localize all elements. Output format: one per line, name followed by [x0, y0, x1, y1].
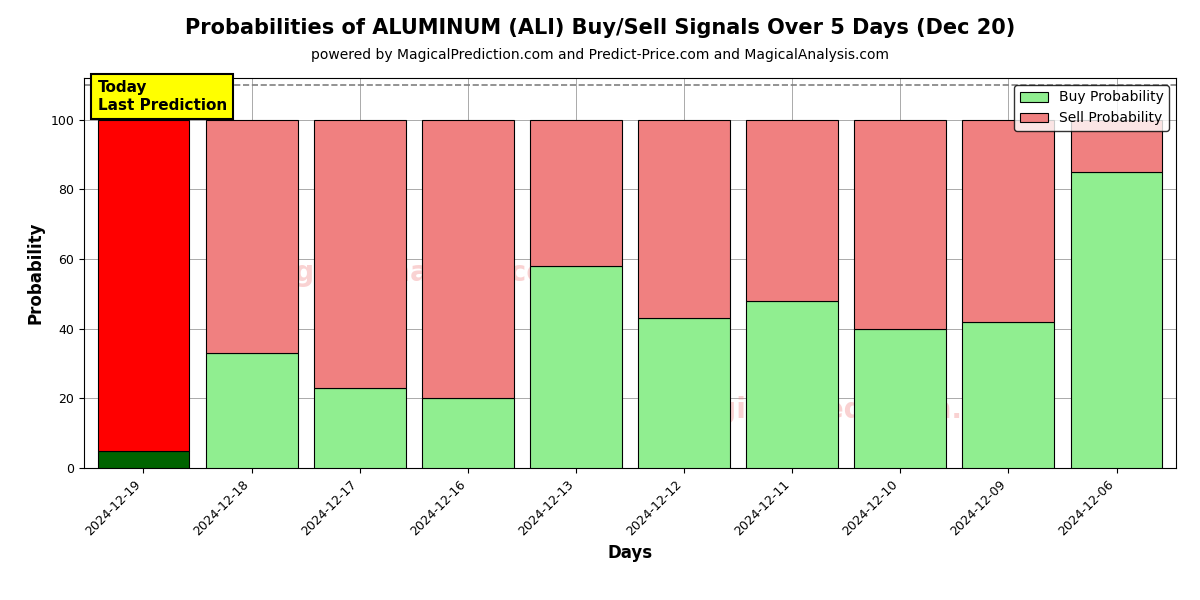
Bar	[97, 120, 190, 451]
Bar	[962, 120, 1055, 322]
Bar	[205, 353, 298, 468]
Bar	[205, 120, 298, 353]
Text: Probabilities of ALUMINUM (ALI) Buy/Sell Signals Over 5 Days (Dec 20): Probabilities of ALUMINUM (ALI) Buy/Sell…	[185, 18, 1015, 38]
Text: MagicalAnalysis.com: MagicalAnalysis.com	[248, 259, 575, 287]
Y-axis label: Probability: Probability	[26, 222, 44, 324]
Bar	[746, 301, 838, 468]
Bar	[854, 329, 947, 468]
Bar	[1070, 120, 1163, 172]
Bar	[422, 398, 514, 468]
Bar	[313, 388, 406, 468]
Bar	[313, 120, 406, 388]
X-axis label: Days: Days	[607, 544, 653, 562]
Bar	[97, 451, 190, 468]
Bar	[746, 120, 838, 301]
Text: powered by MagicalPrediction.com and Predict-Price.com and MagicalAnalysis.com: powered by MagicalPrediction.com and Pre…	[311, 48, 889, 62]
Bar	[638, 120, 730, 318]
Bar	[530, 266, 622, 468]
Bar	[1070, 172, 1163, 468]
Bar	[638, 318, 730, 468]
Text: MagicalPrediction.com: MagicalPrediction.com	[670, 395, 1027, 424]
Bar	[854, 120, 947, 329]
Legend: Buy Probability, Sell Probability: Buy Probability, Sell Probability	[1014, 85, 1169, 131]
Bar	[530, 120, 622, 266]
Text: Today
Last Prediction: Today Last Prediction	[97, 80, 227, 113]
Bar	[962, 322, 1055, 468]
Bar	[422, 120, 514, 398]
